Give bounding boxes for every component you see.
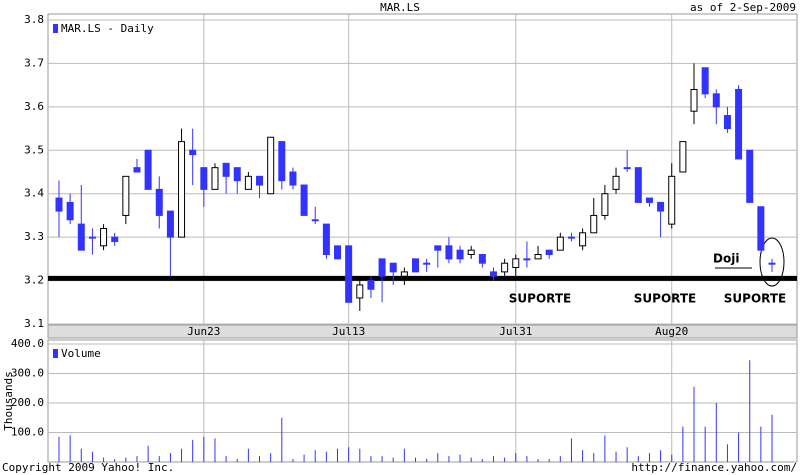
candle-body: [768, 262, 776, 265]
candle-body: [645, 197, 653, 203]
candle-body: [200, 167, 208, 190]
legend-label: MAR.LS - Daily: [61, 22, 154, 35]
candle-body: [612, 175, 620, 190]
candle-body: [556, 236, 564, 251]
candle-body: [88, 236, 96, 239]
candle-body: [712, 93, 720, 108]
volume-panel: [47, 339, 798, 463]
candle-body: [189, 149, 197, 156]
support-label: SUPORTE: [509, 292, 571, 306]
candle-body: [690, 88, 698, 112]
x-tick-label: Aug20: [655, 325, 688, 338]
candle-body: [211, 167, 219, 190]
candle-body: [256, 175, 264, 186]
candle-body: [489, 271, 497, 277]
x-tick-label: Jul31: [499, 325, 532, 338]
legend-swatch: [53, 349, 58, 358]
candle-body: [278, 141, 286, 182]
candle-body: [356, 284, 364, 299]
candle-body: [222, 162, 230, 177]
legend-swatch: [53, 24, 58, 33]
date-band: [47, 324, 798, 339]
candle-body: [434, 245, 442, 251]
candle-body: [501, 262, 509, 273]
y-tick-label: 3.7: [24, 56, 44, 69]
candle-body: [322, 223, 330, 256]
candle-body: [233, 167, 241, 182]
candle-body: [122, 175, 130, 216]
candle-body: [579, 232, 587, 247]
candle-body: [345, 245, 353, 303]
candle-body: [545, 249, 553, 256]
candle-body: [334, 245, 342, 260]
candle-body: [512, 258, 520, 269]
candle-body: [311, 219, 319, 222]
y-tick-label: 400.0: [11, 337, 44, 350]
candle-body: [534, 254, 542, 260]
url: http://finance.yahoo.com/: [631, 461, 797, 474]
candle-body: [144, 149, 152, 190]
candle-body: [166, 210, 174, 238]
candle-body: [66, 201, 74, 221]
candle-body: [289, 171, 297, 186]
candle-body: [178, 141, 186, 238]
candle-body: [367, 280, 375, 290]
candle-body: [400, 271, 408, 277]
candle-body: [590, 214, 598, 234]
candle-body: [623, 167, 631, 170]
candle-body: [77, 223, 85, 251]
chart-title: MAR.LS: [380, 1, 420, 14]
candle-body: [100, 227, 108, 247]
support-label: SUPORTE: [634, 292, 696, 306]
candle-body: [523, 258, 531, 261]
candle-body: [634, 167, 642, 203]
y-tick-label: 3.6: [24, 100, 44, 113]
candle-body: [657, 201, 665, 212]
y-tick-label: 3.3: [24, 230, 44, 243]
y-axis-label: Thousands: [2, 371, 15, 431]
y-tick-label: 3.5: [24, 143, 44, 156]
y-tick-label: 100.0: [11, 426, 44, 439]
y-tick-label: 200.0: [11, 396, 44, 409]
y-tick-label: 300.0: [11, 367, 44, 380]
candle-body: [267, 136, 275, 195]
y-tick-label: 3.2: [24, 274, 44, 287]
candle-body: [378, 258, 386, 277]
candle-body: [133, 167, 141, 173]
candle-body: [456, 249, 464, 260]
candle-body: [478, 254, 486, 264]
candle-body: [300, 184, 308, 216]
candle-body: [567, 236, 575, 239]
candle-body: [55, 197, 63, 212]
y-tick-label: 3.1: [24, 317, 44, 330]
y-tick-label: 3.8: [24, 13, 44, 26]
candle-body: [244, 175, 252, 190]
copyright: Copyright 2009 Yahoo! Inc.: [2, 461, 174, 474]
x-tick-label: Jul13: [332, 325, 365, 338]
doji-circle: [759, 237, 785, 287]
candle-body: [746, 149, 754, 203]
y-tick-label: 3.4: [24, 187, 44, 200]
candle-body: [601, 193, 609, 216]
candle-body: [412, 258, 419, 273]
candle-body: [735, 88, 743, 160]
candle-body: [701, 67, 709, 95]
candle-body: [111, 236, 119, 242]
doji-label: Doji: [713, 252, 739, 266]
candle-body: [679, 141, 687, 173]
candle-body: [389, 262, 397, 273]
as-of: as of 2-Sep-2009: [690, 1, 796, 14]
candle-body: [757, 206, 765, 251]
x-tick-label: Jun23: [187, 325, 220, 338]
candle-body: [423, 262, 431, 265]
candle-body: [668, 175, 676, 225]
candle-body: [445, 245, 453, 260]
candle-body: [723, 115, 731, 130]
support-label: SUPORTE: [724, 292, 786, 306]
candle-body: [155, 188, 163, 216]
candle-body: [467, 249, 475, 256]
legend-label: Volume: [61, 347, 101, 360]
